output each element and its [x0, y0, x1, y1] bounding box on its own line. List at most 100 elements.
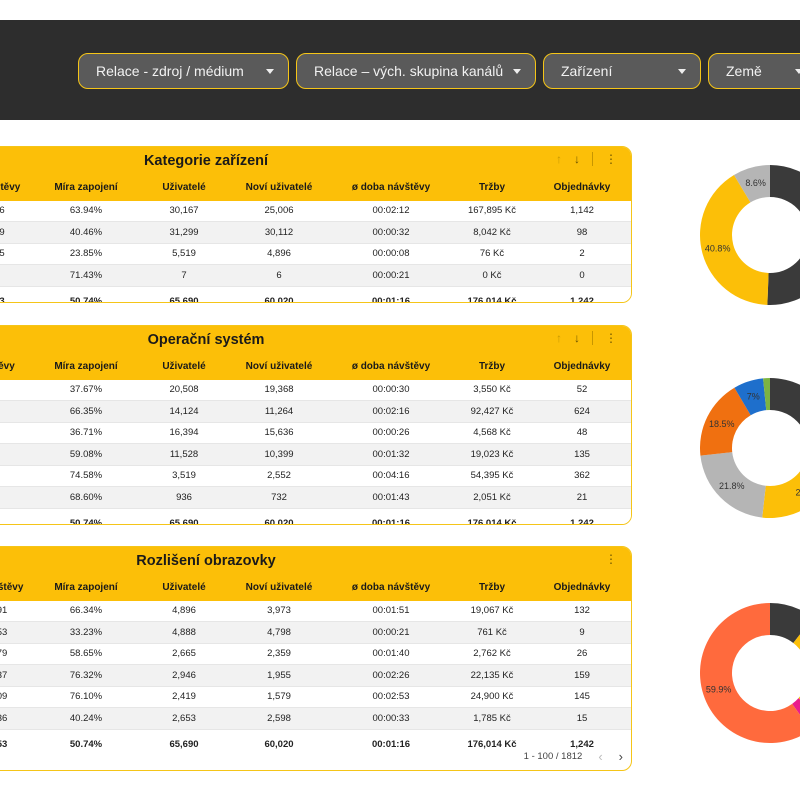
more-options-icon[interactable]: ⋮	[605, 331, 617, 345]
donut-chart-device-category: 40.8% 8.6%	[700, 165, 800, 305]
table-cell	[0, 264, 33, 287]
column-header[interactable]: Tržby	[478, 181, 506, 193]
total-cell: 00:01:16	[329, 508, 453, 524]
column-header[interactable]: ø doba návštěvy	[351, 181, 431, 193]
table-cell: 4,896	[229, 243, 329, 265]
table-cell: 48	[531, 422, 631, 444]
table-cell: 66.34%	[33, 600, 139, 622]
column-header[interactable]: ø doba návštěvy	[351, 360, 431, 372]
column-header[interactable]: Noví uživatelé	[245, 360, 313, 372]
table-cell: 2,665	[139, 643, 229, 665]
table-cell: 31,299	[139, 221, 229, 244]
column-header[interactable]: Tržby	[478, 360, 506, 372]
column-header[interactable]: Tržby	[478, 581, 506, 593]
column-header[interactable]: Uživatelé	[162, 181, 206, 193]
filter-country[interactable]: Země	[708, 53, 800, 89]
table-cell: 30,112	[229, 221, 329, 244]
donut-slice[interactable]	[770, 603, 800, 643]
donut-slice[interactable]	[734, 378, 767, 416]
column-header[interactable]: ø doba návštěvy	[351, 581, 431, 593]
column-header[interactable]: Objednávky	[553, 181, 611, 193]
column-header[interactable]: Objednávky	[553, 581, 611, 593]
total-cell: 3	[0, 286, 33, 302]
column-header[interactable]: štěvy	[0, 360, 15, 372]
table-header-row: návštěvy Míra zapojení Uživatelé Noví už…	[0, 574, 631, 600]
column-header[interactable]: Uživatelé	[162, 581, 206, 593]
donut-slice[interactable]	[793, 618, 800, 720]
donut-slice[interactable]	[700, 603, 800, 743]
donut-slice[interactable]	[762, 458, 800, 518]
table-row[interactable]: 59.08% 11,528 10,399 00:01:32 19,023 Kč 135	[0, 443, 631, 466]
column-header[interactable]: návštěvy	[0, 581, 24, 593]
donut-slice[interactable]	[763, 378, 770, 411]
total-cell: 00:01:16	[329, 729, 453, 759]
table-row[interactable]: 68.60% 936 732 00:01:43 2,051 Kč 21	[0, 486, 631, 509]
table-cell: 2	[531, 243, 631, 265]
column-header[interactable]: Míra zapojení	[54, 181, 118, 193]
more-options-icon[interactable]: ⋮	[605, 152, 617, 166]
table-row[interactable]: 37.67% 20,508 19,368 00:00:30 3,550 Kč 52	[0, 379, 631, 401]
table-row[interactable]: 74.58% 3,519 2,552 00:04:16 54,395 Kč 362	[0, 465, 631, 487]
table-row[interactable]: 66.35% 14,124 11,264 00:02:16 92,427 Kč 624	[0, 400, 631, 423]
filter-label: Relace – vých. skupina kanálů	[314, 63, 504, 79]
column-header[interactable]: Noví uživatelé	[245, 181, 313, 193]
table-cell: 11,528	[139, 443, 229, 466]
table-cell: 00:00:33	[329, 707, 453, 730]
donut-slice[interactable]	[700, 174, 769, 305]
filter-device[interactable]: Zařízení	[543, 53, 701, 89]
donut-slice[interactable]	[733, 165, 770, 203]
table-cell: 22,135 Kč	[453, 664, 531, 687]
sort-descending-icon[interactable]: ↓	[574, 331, 580, 345]
card-toolbar: ↑ ↓ ⋮	[556, 331, 617, 345]
table-cell: 40.46%	[33, 221, 139, 244]
donut-slice[interactable]	[700, 452, 766, 518]
sort-descending-icon[interactable]: ↓	[574, 152, 580, 166]
sort-ascending-icon[interactable]: ↑	[556, 331, 562, 345]
donut-slice[interactable]	[767, 165, 800, 305]
filter-source-medium[interactable]: Relace - zdroj / médium	[78, 53, 289, 89]
column-header[interactable]: Míra zapojení	[54, 581, 118, 593]
column-header[interactable]: Uživatelé	[162, 360, 206, 372]
table-cell: 2,051 Kč	[453, 486, 531, 509]
caret-down-icon	[795, 68, 800, 74]
donut-slice[interactable]	[792, 698, 800, 730]
data-table: návštěvy Míra zapojení Uživatelé Noví už…	[0, 574, 631, 759]
donut-slice[interactable]	[770, 378, 800, 466]
total-cell: 50.74%	[33, 286, 139, 302]
total-cell: 65,690	[139, 729, 229, 759]
column-header[interactable]: ávštěvy	[0, 181, 21, 193]
more-options-icon[interactable]: ⋮	[605, 552, 617, 566]
total-cell: 60,020	[229, 508, 329, 524]
filter-label: Relace - zdroj / médium	[96, 63, 244, 79]
table-cell	[0, 465, 33, 487]
table-row[interactable]: 36.71% 16,394 15,636 00:00:26 4,568 Kč 48	[0, 422, 631, 444]
column-header[interactable]: Noví uživatelé	[245, 581, 313, 593]
table-cell: 59.08%	[33, 443, 139, 466]
column-header[interactable]: Míra zapojení	[54, 360, 118, 372]
table-title: Rozlišení obrazovky	[136, 553, 276, 569]
donut-slice-label: 7%	[747, 392, 760, 402]
filter-channel-group[interactable]: Relace – vých. skupina kanálů	[296, 53, 536, 89]
chevron-left-icon[interactable]: ‹	[598, 749, 603, 764]
table-cell: 00:02:53	[329, 686, 453, 708]
table-row[interactable]: 71.43% 7 6 00:00:21 0 Kč 0	[0, 264, 631, 287]
chevron-right-icon[interactable]: ›	[618, 749, 623, 764]
table-operating-system: Operační systém ↑ ↓ ⋮ štěvy Míra zapojen…	[0, 325, 632, 525]
table-cell: 53	[0, 621, 33, 644]
table-cell: 0 Kč	[453, 264, 531, 287]
table-cell: 52	[531, 379, 631, 401]
donut-slice[interactable]	[700, 387, 751, 456]
table-cell	[0, 443, 33, 466]
sort-ascending-icon[interactable]: ↑	[556, 152, 562, 166]
column-header[interactable]: Objednávky	[553, 360, 611, 372]
table-cell: 30,167	[139, 200, 229, 222]
